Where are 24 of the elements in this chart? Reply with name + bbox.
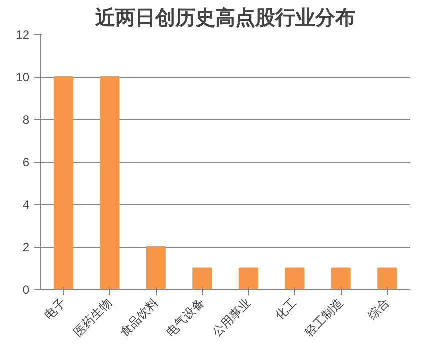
y-tick-label: 6 [22,156,30,170]
bar [285,268,305,290]
y-tick-label: 12 [16,28,30,42]
y-tick-label: 10 [16,70,30,84]
bar [192,268,212,290]
y-tick-label: 4 [22,198,30,212]
bar [331,268,351,290]
bar [54,76,74,290]
x-tick-label: 电气设备 [163,296,208,340]
x-tick-label: 综合 [365,296,392,322]
chart-title: 近两日创历史高点股行业分布 [94,6,356,30]
x-tick-label: 轻工制造 [302,296,346,340]
bar [146,246,166,290]
x-tick-label: 医药生物 [70,296,115,340]
y-tick-label: 2 [22,240,30,254]
y-tick-label: 0 [22,283,30,297]
x-tick-label: 食品饮料 [117,296,162,340]
x-tick-label: 公用事业 [210,296,254,340]
bar [238,268,258,290]
bar [378,268,398,290]
x-tick-label: 化工 [272,296,300,322]
bar [100,76,120,290]
y-tick-label: 8 [22,113,30,127]
x-tick-label: 电子 [42,296,69,322]
